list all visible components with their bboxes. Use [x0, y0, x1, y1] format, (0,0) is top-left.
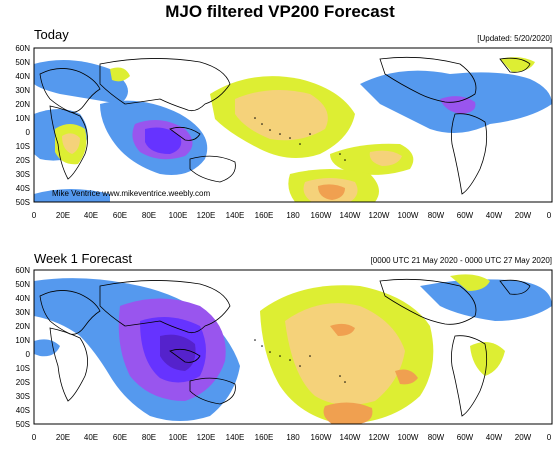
- lon-label: 120W: [369, 211, 390, 220]
- lon-label: 120E: [197, 433, 216, 442]
- lat-label: 20S: [16, 378, 30, 387]
- lon-label: 80E: [142, 433, 156, 442]
- map-today: 60N 50N 40N 30N 20N 10N 0 10S 20S 30S 40…: [15, 44, 553, 220]
- lat-label: 30N: [15, 86, 30, 95]
- lon-label: 140W: [340, 433, 361, 442]
- map-week1: 60N 50N 40N 30N 20N 10N 0 10S 20S 30S 40…: [15, 266, 553, 442]
- lat-label: 10N: [15, 336, 30, 345]
- lat-label: 20S: [16, 156, 30, 165]
- lon-label: 40W: [486, 211, 503, 220]
- lat-label: 10S: [16, 142, 30, 151]
- lon-label: 140E: [226, 433, 245, 442]
- lon-label: 0: [32, 211, 37, 220]
- lat-label: 50N: [15, 280, 30, 289]
- lon-label: 100W: [398, 433, 419, 442]
- lon-label: 160W: [311, 211, 332, 220]
- island-dots-week1: [254, 339, 346, 383]
- panel-note-today: [Updated: 5/20/2020]: [477, 34, 552, 43]
- continent-outlines-week1: [39, 278, 531, 417]
- lat-label: 30S: [16, 170, 30, 179]
- lat-label: 0: [26, 350, 31, 359]
- lon-label: 80W: [428, 433, 445, 442]
- lat-label: 20N: [15, 100, 30, 109]
- lon-label: 100E: [169, 211, 188, 220]
- credit-text: Mike Ventrice www.mikeventrice.weebly.co…: [52, 189, 210, 198]
- lon-label: 140W: [340, 211, 361, 220]
- lat-label: 60N: [15, 266, 30, 275]
- lon-label: 160E: [255, 433, 274, 442]
- panel-note-week1: [0000 UTC 21 May 2020 - 0000 UTC 27 May …: [370, 256, 552, 265]
- lon-label: 60E: [113, 433, 127, 442]
- map-border-week1: [33, 269, 553, 425]
- lat-label: 40N: [15, 72, 30, 81]
- lon-label: 100W: [398, 211, 419, 220]
- lon-label: 180: [286, 433, 300, 442]
- lon-label: 60E: [113, 211, 127, 220]
- lon-label: 20W: [515, 433, 532, 442]
- map-border-today: [33, 47, 553, 203]
- lon-label: 0: [32, 433, 37, 442]
- lon-label: 100E: [169, 433, 188, 442]
- lon-label: 120W: [369, 433, 390, 442]
- island-dots-today: [254, 117, 346, 161]
- lat-label: 60N: [15, 44, 30, 53]
- lat-label: 50S: [16, 420, 30, 429]
- lon-label: 40E: [84, 433, 98, 442]
- panel-title-week1: Week 1 Forecast: [34, 251, 133, 266]
- lon-label: 80W: [428, 211, 445, 220]
- panel-title-today: Today: [34, 27, 69, 42]
- lon-label: 40W: [486, 433, 503, 442]
- lat-label: 10N: [15, 114, 30, 123]
- continent-outlines-today: [39, 56, 531, 195]
- lat-label: 50N: [15, 58, 30, 67]
- lat-labels-week1: 60N 50N 40N 30N 20N 10N 0 10S 20S 30S 40…: [15, 266, 30, 429]
- lat-label: 40S: [16, 406, 30, 415]
- lon-label: 40E: [84, 211, 98, 220]
- lat-label: 30N: [15, 308, 30, 317]
- lat-label: 20N: [15, 322, 30, 331]
- lat-label: 30S: [16, 392, 30, 401]
- lon-labels-week1: 0 20E 40E 60E 80E 100E 120E 140E 160E 18…: [32, 433, 552, 442]
- lat-label: 10S: [16, 364, 30, 373]
- lat-label: 50S: [16, 198, 30, 207]
- lon-label: 80E: [142, 211, 156, 220]
- lon-labels-today: 0 20E 40E 60E 80E 100E 120E 140E 160E 18…: [32, 211, 552, 220]
- lat-label: 40N: [15, 294, 30, 303]
- lon-label: 0: [547, 433, 552, 442]
- lon-label: 20E: [56, 211, 70, 220]
- lon-label: 120E: [197, 211, 216, 220]
- lon-label: 60W: [457, 433, 474, 442]
- anomaly-shading-today: [34, 57, 552, 202]
- lat-labels-today: 60N 50N 40N 30N 20N 10N 0 10S 20S 30S 40…: [15, 44, 30, 207]
- lon-label: 160E: [255, 211, 274, 220]
- lat-label: 40S: [16, 184, 30, 193]
- lon-label: 60W: [457, 211, 474, 220]
- lon-label: 140E: [226, 211, 245, 220]
- lon-label: 180: [286, 211, 300, 220]
- lon-label: 160W: [311, 433, 332, 442]
- lon-label: 0: [547, 211, 552, 220]
- figure-title: MJO filtered VP200 Forecast: [165, 2, 395, 21]
- lon-label: 20W: [515, 211, 532, 220]
- lat-label: 0: [26, 128, 31, 137]
- lon-label: 20E: [56, 433, 70, 442]
